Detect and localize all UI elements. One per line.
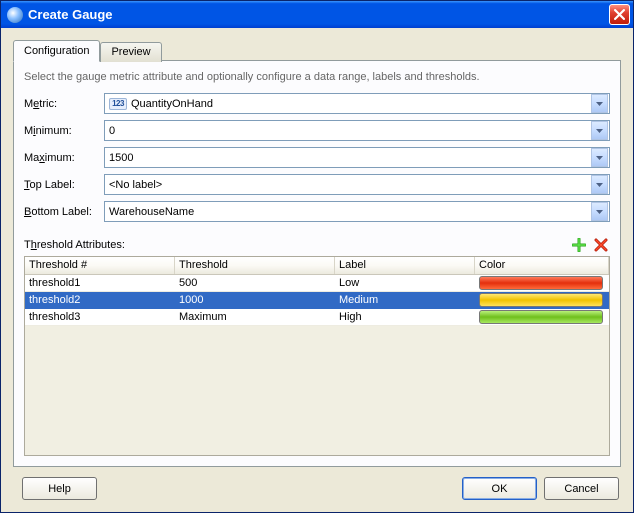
top-label-value: <No label> [109, 179, 591, 191]
chevron-down-icon[interactable] [591, 175, 608, 194]
row-metric: Metric: 123 QuantityOnHand [24, 93, 610, 114]
close-icon [614, 9, 625, 20]
minimum-combo[interactable]: 0 [104, 120, 610, 141]
help-button[interactable]: Help [22, 477, 97, 500]
ok-button[interactable]: OK [462, 477, 537, 500]
cell-threshold: 500 [175, 275, 335, 291]
app-icon [7, 7, 23, 23]
cell-threshold-num: threshold1 [25, 275, 175, 291]
row-maximum: Maximum: 1500 [24, 147, 610, 168]
chevron-down-icon[interactable] [591, 121, 608, 140]
dialog-window: Create Gauge Configuration Preview Selec… [0, 0, 634, 513]
table-row[interactable]: threshold21000Medium [25, 292, 609, 309]
tabstrip: Configuration Preview [13, 38, 621, 60]
cell-label: High [335, 309, 475, 325]
tab-preview[interactable]: Preview [100, 42, 161, 62]
label-top-label: Top Label: [24, 179, 104, 191]
window-title: Create Gauge [28, 7, 609, 22]
row-top-label: Top Label: <No label> [24, 174, 610, 195]
label-metric: Metric: [24, 98, 104, 110]
table-row[interactable]: threshold1500Low [25, 275, 609, 292]
cell-color [475, 309, 609, 325]
metric-value: QuantityOnHand [131, 98, 591, 110]
chevron-down-icon[interactable] [591, 148, 608, 167]
metric-combo[interactable]: 123 QuantityOnHand [104, 93, 610, 114]
chevron-down-icon[interactable] [591, 202, 608, 221]
top-label-combo[interactable]: <No label> [104, 174, 610, 195]
col-label[interactable]: Label [335, 257, 475, 274]
table-row[interactable]: threshold3MaximumHigh [25, 309, 609, 326]
dialog-footer: Help OK Cancel [13, 467, 621, 502]
col-threshold-num[interactable]: Threshold # [25, 257, 175, 274]
color-swatch[interactable] [479, 276, 603, 290]
titlebar[interactable]: Create Gauge [1, 1, 633, 28]
color-swatch[interactable] [479, 293, 603, 307]
label-bottom-label: Bottom Label: [24, 206, 104, 218]
cell-threshold: 1000 [175, 292, 335, 308]
threshold-section-header: Threshold Attributes: [24, 236, 610, 254]
bottom-label-value: WarehouseName [109, 206, 591, 218]
row-bottom-label: Bottom Label: WarehouseName [24, 201, 610, 222]
threshold-table-body: threshold1500Lowthreshold21000Mediumthre… [25, 275, 609, 455]
chevron-down-icon[interactable] [591, 94, 608, 113]
col-threshold[interactable]: Threshold [175, 257, 335, 274]
cell-threshold-num: threshold3 [25, 309, 175, 325]
add-threshold-button[interactable] [570, 236, 588, 254]
numeric-type-icon: 123 [109, 98, 127, 110]
cell-color [475, 292, 609, 308]
cell-label: Medium [335, 292, 475, 308]
minimum-value: 0 [109, 125, 591, 137]
close-button[interactable] [609, 4, 630, 25]
remove-threshold-button[interactable] [592, 236, 610, 254]
label-minimum: Minimum: [24, 125, 104, 137]
cancel-button[interactable]: Cancel [544, 477, 619, 500]
maximum-value: 1500 [109, 152, 591, 164]
client-area: Configuration Preview Select the gauge m… [1, 28, 633, 512]
cell-color [475, 275, 609, 291]
plus-icon [572, 238, 586, 252]
threshold-section-label: Threshold Attributes: [24, 239, 566, 251]
threshold-table: Threshold # Threshold Label Color thresh… [24, 256, 610, 456]
tab-configuration[interactable]: Configuration [13, 40, 100, 62]
tab-panel-configuration: Select the gauge metric attribute and op… [13, 60, 621, 467]
color-swatch[interactable] [479, 310, 603, 324]
cell-label: Low [335, 275, 475, 291]
bottom-label-combo[interactable]: WarehouseName [104, 201, 610, 222]
cell-threshold-num: threshold2 [25, 292, 175, 308]
delete-x-icon [594, 238, 608, 252]
hint-text: Select the gauge metric attribute and op… [24, 71, 610, 83]
col-color[interactable]: Color [475, 257, 609, 274]
cell-threshold: Maximum [175, 309, 335, 325]
label-maximum: Maximum: [24, 152, 104, 164]
row-minimum: Minimum: 0 [24, 120, 610, 141]
threshold-table-head: Threshold # Threshold Label Color [25, 257, 609, 275]
maximum-combo[interactable]: 1500 [104, 147, 610, 168]
